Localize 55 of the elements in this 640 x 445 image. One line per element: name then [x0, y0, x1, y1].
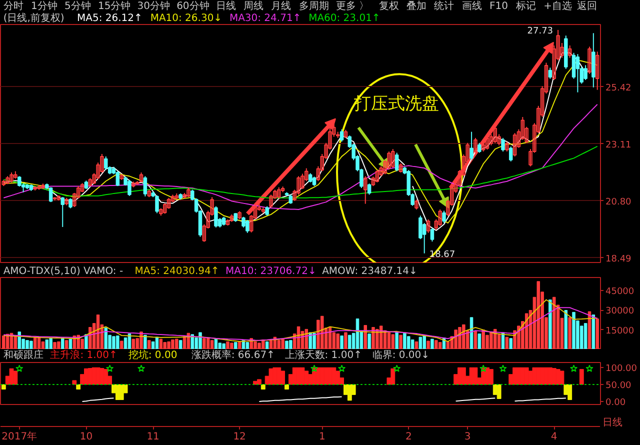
x-tick-label: 2 [405, 432, 412, 442]
text: 复权 [378, 0, 399, 12]
text: MA10: 26.30↓ [150, 13, 222, 24]
text: 周线 [244, 0, 264, 12]
text: 分时 [3, 0, 24, 12]
annotation: 27.73 [527, 26, 554, 36]
y-tick-label: 100.00 [606, 364, 638, 374]
chart-title: AMO-TDX(5,10) VAMO: - [3, 266, 124, 277]
text: MA10: 23706.72↓ [226, 266, 316, 277]
annotation: 18.67 [429, 250, 456, 260]
x-tick-label: 11 [146, 432, 160, 442]
text: MA30: 24.71↑ [229, 13, 302, 24]
x-tick-label: 2017年 [2, 430, 38, 442]
y-tick-label: 30000 [606, 306, 634, 317]
text: MA5: 26.12↑ [77, 13, 142, 24]
text: 5分钟 [64, 0, 91, 12]
y-tick-label: 18.49 [606, 254, 632, 264]
text: 1分钟 [30, 0, 58, 12]
y-tick-label: 45000 [606, 287, 634, 298]
y-tick-label: 20.80 [606, 197, 632, 208]
y-tick-label: 23.11 [606, 140, 632, 150]
text: AMOW: 23487.14↓ [322, 266, 418, 277]
y-tick-label: 25.42 [606, 83, 632, 94]
text: F10 [490, 1, 508, 12]
x-tick-label: 4 [550, 432, 558, 442]
text: 挖坑: 0.00 [128, 349, 178, 361]
x-tick-label: 1 [318, 432, 326, 442]
text: 统计 [434, 0, 454, 12]
chart-title: 和硕跟庄 [3, 349, 44, 361]
x-tick-label: 3 [464, 432, 471, 442]
chart-title: (日线,前复权) [3, 12, 64, 24]
text: 上涨天数: 1.00↑ [284, 349, 362, 361]
x-tick-label: 12 [233, 432, 246, 442]
text: 更多 〉 [336, 0, 370, 12]
text: 多周期 [298, 0, 329, 12]
x-tick-label: 10 [80, 432, 93, 442]
text: 日线 [216, 0, 236, 12]
text: +自选 [544, 0, 572, 12]
text: 30分钟 [137, 0, 170, 12]
text: 临界: 0.00↓ [372, 349, 430, 361]
y-tick-label: 15000 [606, 326, 634, 336]
y-tick-label: 50.00 [606, 381, 632, 392]
text: 涨跌概率: 66.67↑ [191, 349, 275, 361]
text: 叠加 [406, 0, 426, 12]
text: 画线 [462, 0, 482, 12]
text: 返回 [577, 0, 598, 12]
x-axis-title: 日线 [602, 416, 622, 429]
text: MA60: 23.01↑ [308, 13, 380, 24]
text: MA5: 24030.94↑ [134, 266, 220, 277]
text: 60分钟 [176, 0, 210, 12]
text: 15分钟 [98, 0, 131, 12]
series-label: 主升浪: 1.00↑ [50, 349, 118, 361]
y-tick-label: 0.00 [606, 398, 626, 408]
text: 标记 [514, 0, 536, 12]
text: 月线 [271, 0, 292, 12]
